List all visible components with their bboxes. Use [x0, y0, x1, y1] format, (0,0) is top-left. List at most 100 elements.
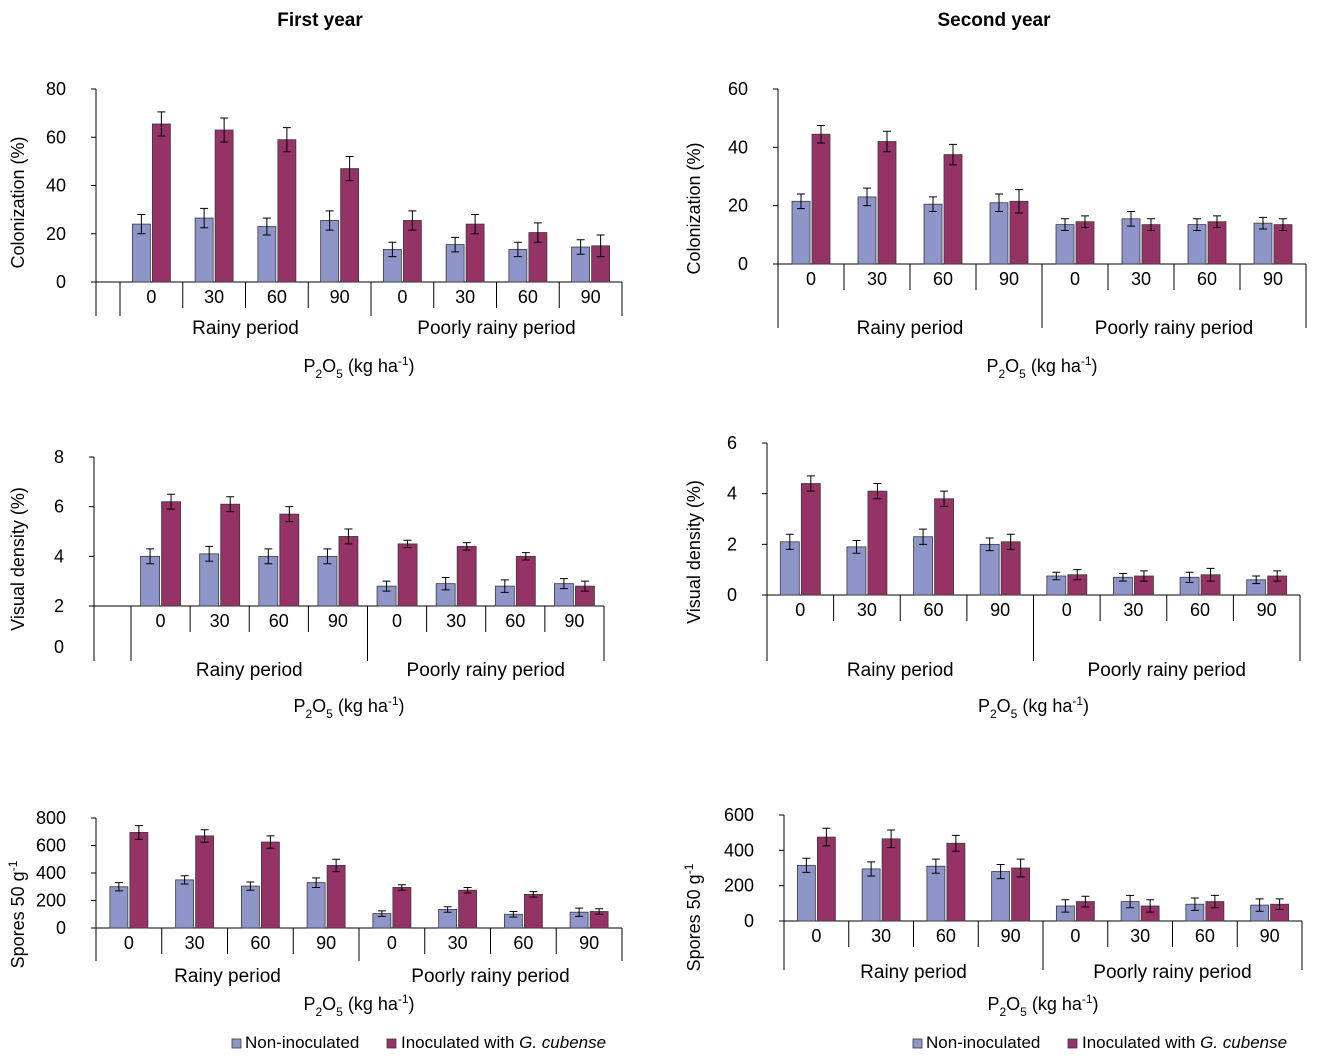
x-axis-label-part: (kg ha: [1017, 696, 1073, 716]
y-axis-label-text: Colonization (%): [8, 136, 28, 268]
x-tick-label: 30: [455, 287, 475, 307]
x-tick-label: 60: [1190, 600, 1210, 620]
x-axis-label-part: ): [1093, 994, 1099, 1014]
error-bar: [1006, 533, 1015, 550]
x-tick-label: 0: [1070, 926, 1080, 946]
bar-inoculated: [340, 168, 360, 283]
x-axis-label-sub: 5: [336, 1005, 343, 1019]
bar-non-inoculated: [109, 886, 129, 929]
error-bar: [403, 539, 412, 549]
error-bar: [806, 475, 815, 492]
group-label: Poorly rainy period: [407, 660, 565, 681]
y-tick-label: 6: [727, 433, 737, 453]
bar-inoculated: [220, 503, 241, 607]
error-bar: [325, 210, 334, 231]
y-tick-label: 0: [744, 911, 754, 931]
bar-inoculated: [195, 835, 215, 929]
x-tick-label: 90: [330, 287, 350, 307]
x-tick-label: 60: [518, 287, 538, 307]
legend-label-non-inoculated: Non-inoculated: [926, 1033, 1040, 1052]
bar-inoculated: [151, 123, 171, 283]
error-bar: [1139, 570, 1148, 582]
bar-non-inoculated: [926, 865, 946, 922]
error-bar: [1126, 894, 1135, 909]
x-axis-label-sup: -1: [388, 694, 399, 708]
error-bar: [451, 236, 460, 253]
error-bar: [200, 207, 209, 229]
error-bar: [262, 217, 271, 236]
error-bar: [1147, 218, 1155, 231]
legend-first-year: Non-inoculated Inoculated with G. cubense: [231, 1033, 606, 1052]
bar-non-inoculated: [796, 864, 816, 922]
bar-inoculated: [338, 536, 359, 607]
legend-label-inoculated: Inoculated with G. cubense: [401, 1033, 606, 1052]
legend-swatch-non-inoculated: [912, 1038, 923, 1049]
legend-label-inoculated-species: G. cubense: [519, 1033, 606, 1052]
x-tick-label: 0: [795, 600, 805, 620]
error-bar: [873, 483, 882, 500]
error-bar: [1052, 571, 1061, 581]
bar-non-inoculated: [175, 879, 195, 929]
x-axis-label-sup: -1: [398, 992, 409, 1006]
x-axis-label: P2O5 (kg ha-1): [303, 992, 414, 1019]
x-tick-label: 90: [1257, 600, 1277, 620]
y-axis-label: Colonization (%): [684, 142, 704, 274]
error-bar: [1015, 189, 1023, 214]
y-tick-label: 0: [56, 272, 66, 292]
y-axis-label-text: Spores 50 g: [8, 871, 28, 968]
error-bar: [580, 580, 589, 592]
x-tick-label: 90: [999, 269, 1019, 289]
error-bar: [1255, 898, 1264, 912]
x-tick-label: 30: [867, 269, 887, 289]
error-bar: [146, 548, 155, 565]
x-tick-label: 90: [581, 287, 601, 307]
error-bar: [167, 493, 176, 510]
y-tick-label: 0: [56, 918, 66, 938]
error-bar: [443, 906, 452, 913]
y-tick-label: 0: [54, 637, 64, 657]
x-tick-label: 60: [269, 611, 289, 631]
y-tick-label: 200: [36, 891, 66, 911]
error-bar: [509, 911, 518, 918]
x-axis-label-sub: 5: [1020, 1005, 1027, 1019]
error-bar: [513, 241, 522, 258]
bar-inoculated: [877, 141, 897, 265]
error-bar: [883, 130, 891, 153]
bar-non-inoculated: [861, 868, 881, 922]
bar-inoculated: [260, 841, 280, 929]
x-axis-label-part: O: [322, 994, 336, 1014]
y-tick-label: 2: [727, 534, 737, 554]
bar-inoculated: [934, 498, 954, 596]
error-bar: [940, 490, 949, 507]
error-bar: [1081, 895, 1090, 908]
error-bar: [1127, 211, 1135, 227]
error-bar: [863, 187, 871, 207]
x-tick-label: 0: [387, 933, 397, 953]
group-label: Rainy period: [857, 318, 964, 339]
bar-inoculated: [1075, 221, 1095, 265]
legend-swatch-inoculated: [386, 1038, 397, 1049]
error-bar: [1146, 899, 1155, 913]
group-label: Rainy period: [847, 660, 954, 681]
x-axis-label-sup: -1: [1081, 354, 1092, 368]
error-bar: [382, 580, 391, 592]
error-bar: [1206, 567, 1215, 582]
group-label: Poorly rainy period: [1093, 962, 1251, 983]
x-tick-label: 0: [1062, 600, 1072, 620]
x-tick-label: 30: [1131, 269, 1151, 289]
bar-non-inoculated: [846, 546, 867, 596]
x-tick-label: 60: [1197, 269, 1217, 289]
error-bar: [397, 884, 406, 891]
x-axis-label-sub: 5: [1019, 367, 1026, 381]
error-bar: [576, 239, 585, 255]
x-axis-label-part: P: [986, 356, 998, 376]
legend-second-year: Non-inoculated Inoculated with G. cubense: [912, 1033, 1287, 1052]
x-axis-label-sub: 2: [998, 367, 1005, 381]
error-bar: [575, 907, 584, 917]
panel-spores-first-year: 0 200 400 600 800 0 30 60 90 0 30 60 90 Rainy period P…: [6, 808, 623, 1019]
error-bar: [312, 877, 321, 888]
error-bar: [521, 552, 530, 561]
legend-label-inoculated-prefix: Inoculated with: [401, 1033, 519, 1052]
x-tick-label: 30: [448, 933, 468, 953]
